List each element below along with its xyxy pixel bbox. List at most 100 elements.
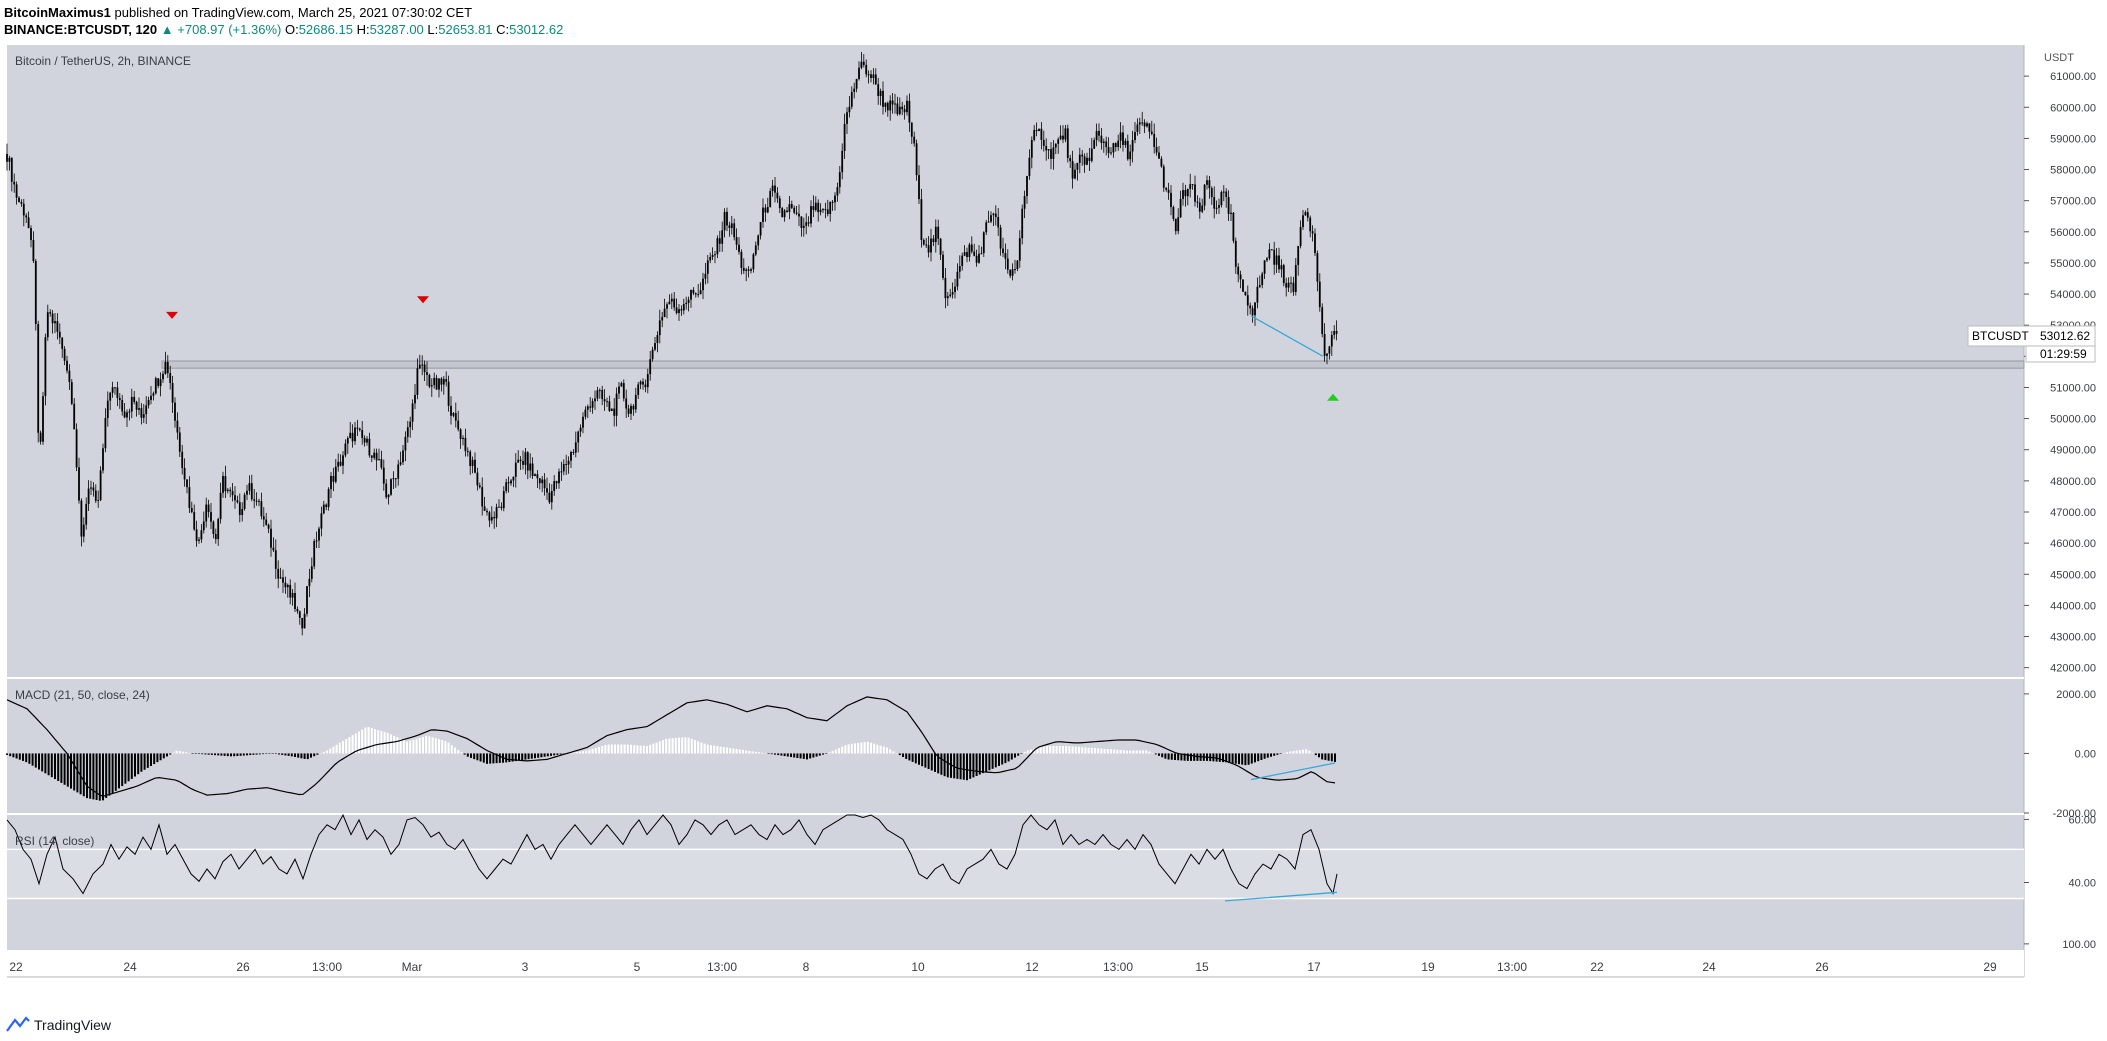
candle [819, 209, 822, 213]
rsi-trendline[interactable] [1224, 891, 1338, 902]
macd-trendline[interactable] [1250, 762, 1336, 781]
sell-signal-arrow[interactable] [417, 296, 429, 304]
candle [505, 482, 508, 492]
macd-histogram-bar [134, 753, 136, 777]
footer: TradingView [0, 1006, 2107, 1041]
candle [656, 335, 659, 344]
macd-histogram-bar [114, 753, 117, 791]
macd-histogram-bar [278, 753, 280, 755]
candle [610, 408, 613, 411]
macd-histogram-bar [367, 727, 370, 754]
candle [1165, 187, 1168, 190]
macd-histogram-bar [726, 747, 728, 754]
macd-histogram-bar [1110, 749, 1112, 754]
candle [574, 442, 577, 453]
tradingview-brand[interactable]: TradingView [34, 1017, 112, 1033]
candle [675, 307, 678, 314]
candle [1030, 139, 1033, 158]
candle [214, 534, 217, 540]
rsi-pane-title: RSI (14, close) [15, 834, 94, 848]
macd-histogram-bar [825, 753, 828, 754]
macd-histogram-bar [722, 747, 725, 754]
macd-pane[interactable] [7, 679, 2024, 813]
candle [718, 238, 721, 244]
macd-histogram-bar [684, 737, 687, 754]
candle [1093, 140, 1096, 149]
candle [951, 292, 954, 295]
price-trendline[interactable] [1250, 315, 1324, 357]
candle [663, 308, 666, 317]
macd-histogram-bar [524, 753, 527, 760]
macd-histogram-bar [281, 753, 284, 755]
candle [224, 475, 227, 492]
candle [961, 255, 964, 267]
macd-histogram-bar [761, 752, 764, 754]
candle [22, 203, 25, 216]
candle [258, 500, 260, 502]
macd-histogram-bar [1161, 753, 1164, 758]
candle [642, 381, 644, 385]
macd-histogram-bar [159, 753, 162, 761]
sell-signal-arrow[interactable] [166, 311, 178, 319]
macd-histogram-bar [1007, 753, 1010, 762]
candle [267, 524, 270, 529]
macd-histogram-bar [1049, 746, 1052, 754]
tradingview-logo-icon[interactable] [6, 1016, 30, 1032]
candle [627, 408, 630, 414]
macd-histogram-bar [1065, 746, 1068, 754]
macd-histogram-bar [870, 742, 872, 754]
macd-histogram-bar [54, 753, 56, 780]
candle [1206, 180, 1208, 185]
candle [706, 260, 709, 274]
macd-histogram-bar [598, 746, 600, 754]
macd-histogram-bar [796, 753, 799, 758]
candle [6, 153, 8, 162]
candle [51, 313, 54, 324]
macd-histogram-bar [770, 753, 773, 755]
candle [457, 420, 460, 430]
price-tick-label: 59000.00 [2050, 133, 2096, 145]
time-scale[interactable] [7, 950, 2024, 977]
candle [596, 390, 599, 399]
author-name[interactable]: BitcoinMaximus1 [4, 5, 111, 20]
candle [1172, 207, 1175, 219]
macd-histogram-bar [966, 753, 968, 781]
macd-histogram-bar [425, 735, 428, 754]
resistance-zone[interactable] [161, 360, 2025, 369]
macd-histogram-bar [681, 737, 684, 754]
buy-signal-arrow[interactable] [1327, 393, 1339, 401]
candle [298, 611, 301, 618]
price-scale[interactable] [2024, 45, 2107, 950]
candle [776, 192, 779, 199]
macd-histogram-bar [1151, 752, 1154, 754]
candle [416, 368, 419, 395]
chart-area[interactable]: 61000.00 60000.00 59000.00 58000.00 57000.00… [0, 42, 2107, 1006]
candle [882, 90, 884, 107]
macd-histogram-bar [6, 753, 8, 755]
macd-histogram-bar [1081, 747, 1084, 754]
last-price-value: 53012.62 [2040, 329, 2090, 343]
candle [661, 316, 664, 321]
macd-histogram-bar [489, 753, 492, 764]
macd-histogram-bar [838, 748, 840, 754]
macd-histogram-bar [124, 753, 127, 784]
candle [188, 487, 191, 509]
candle [322, 504, 325, 514]
candle [123, 411, 126, 418]
macd-histogram-bar [777, 753, 780, 756]
candle [589, 406, 592, 408]
macd-histogram-bar [127, 753, 130, 782]
macd-histogram-bar [694, 740, 696, 754]
candle [272, 547, 275, 551]
macd-histogram-bar [982, 753, 984, 774]
candle [162, 373, 164, 380]
macd-histogram-bar [370, 728, 373, 754]
macd-histogram-bar [1250, 753, 1253, 764]
rsi-tick-label: 100.00 [2062, 939, 2096, 951]
candle [1251, 308, 1254, 316]
close-label: C: [496, 22, 510, 37]
candle [1009, 269, 1012, 276]
macd-tick-label: -2000.00 [2053, 808, 2096, 820]
macd-histogram-bar [1094, 748, 1096, 754]
macd-histogram-bar [1062, 746, 1064, 754]
